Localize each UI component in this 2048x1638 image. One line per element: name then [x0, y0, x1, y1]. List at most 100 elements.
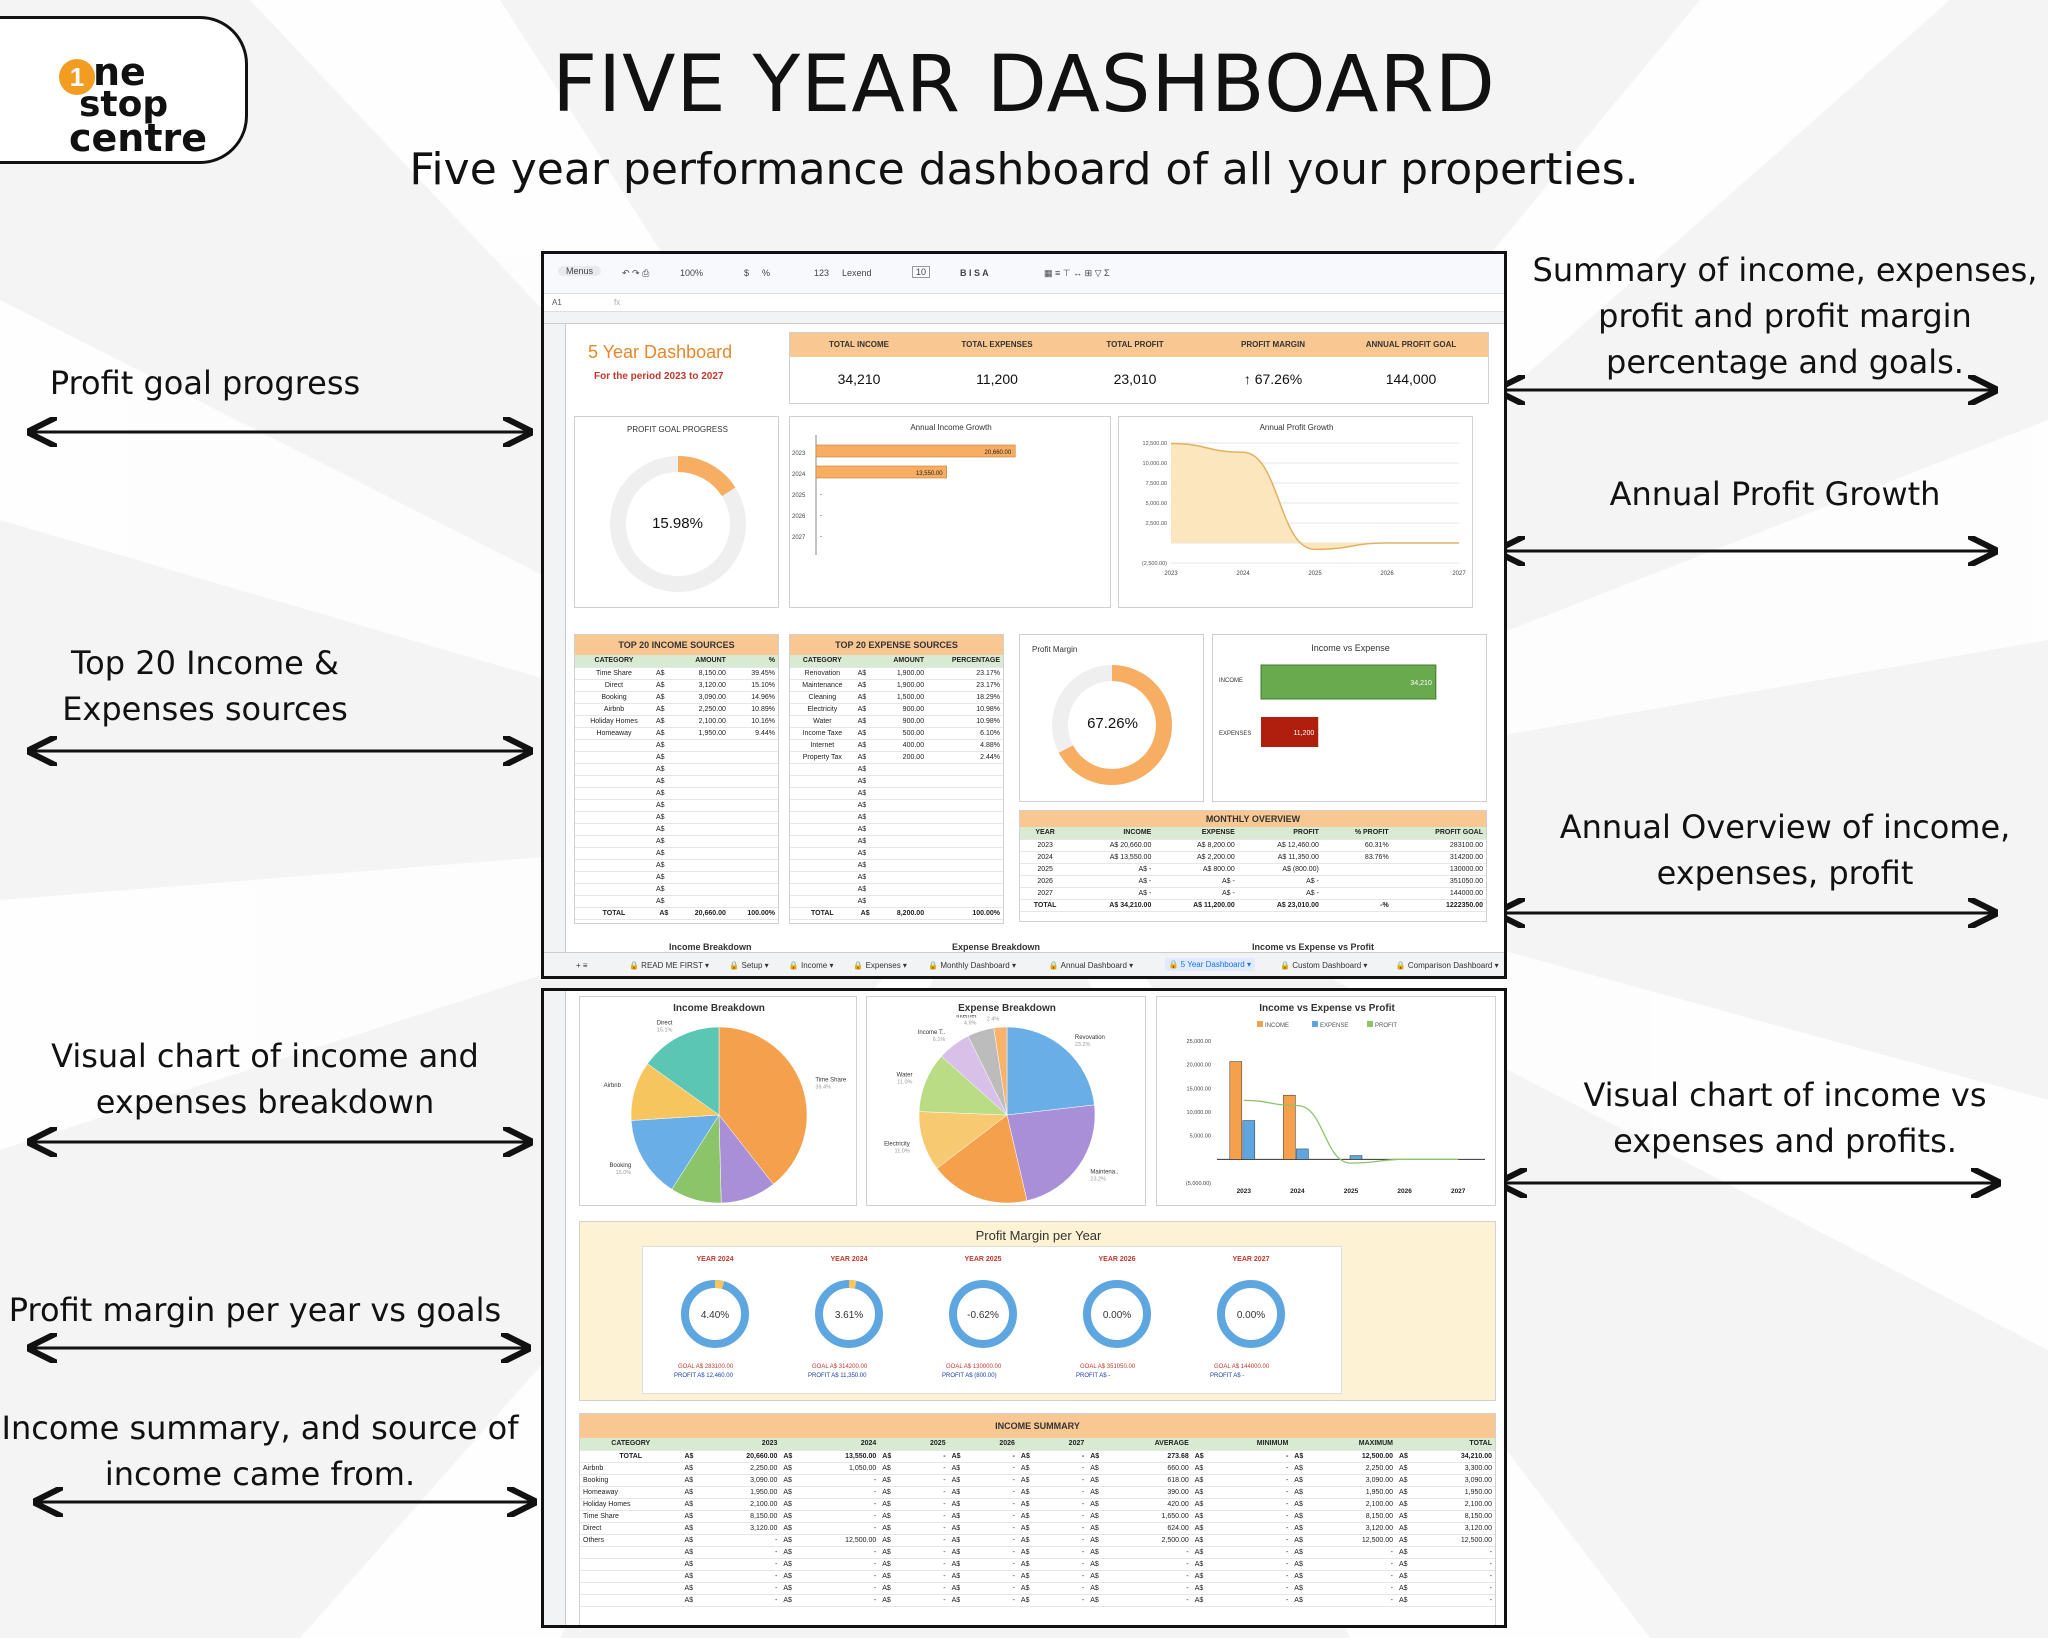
summary-cell: -	[907, 1450, 949, 1463]
summary-cell: -	[1046, 1462, 1088, 1475]
top-expense-cur: A$	[854, 823, 876, 836]
top-income-panel: TOP 20 INCOME SOURCES CATEGORY AMOUNT% Tim…	[574, 634, 779, 924]
percent-button[interactable]: %	[762, 268, 771, 278]
top-income-cur: A$	[652, 679, 675, 692]
top-income-empty	[575, 895, 653, 908]
zoom-select[interactable]: 100%	[680, 268, 704, 278]
expense-pie-panel: Expense Breakdown Revovation 23.2% Mainten…	[866, 996, 1146, 1206]
top-income-empty	[674, 895, 729, 908]
top-expense-amount: 1,900.00	[875, 679, 928, 692]
top-expense-empty	[875, 823, 928, 836]
sheet-tab[interactable]: 🔒 Expenses ▾	[853, 961, 907, 970]
sheet-tab[interactable]: 🔒 READ ME FIRST ▾	[629, 961, 710, 970]
summary-cur: A$	[1191, 1510, 1221, 1523]
summary-cur: A$	[780, 1450, 809, 1463]
add-sheet-icon[interactable]: + ≡	[576, 961, 588, 970]
top-expense-total-row: TOTAL A$ 8,200.00 100.00%	[790, 907, 1003, 920]
x-tick: 2027	[1451, 1188, 1466, 1195]
menus-search[interactable]: Menus	[558, 266, 602, 276]
sheet-tab[interactable]: 🔒 Monthly Dashboard ▾	[928, 961, 1016, 970]
summary-empty	[580, 1546, 682, 1559]
margin-track	[949, 1280, 1017, 1348]
top-expense-amount: 400.00	[875, 739, 928, 752]
summary-col-cur	[780, 1438, 809, 1451]
summary-cur: A$	[1291, 1570, 1320, 1583]
expense-pie-chart: Revovation23.2%Maintena..23.2%Cleaning18…	[884, 1015, 1119, 1204]
summary-cell: -	[1319, 1594, 1396, 1607]
summary-cell: -	[1046, 1546, 1088, 1559]
summary-cell: -	[1046, 1510, 1088, 1523]
sheet-tab[interactable]: 🔒 Annual Dashboard ▾	[1048, 961, 1134, 970]
format-button[interactable]: 123	[814, 268, 830, 278]
font-size-input[interactable]: 10	[912, 266, 931, 278]
profit-margin-title: Profit Margin	[1032, 645, 1078, 654]
summary-cell: -	[1319, 1582, 1396, 1595]
monthly-cell: A$ 34,210.00	[1070, 899, 1155, 912]
top-expense-empty-row: A$	[790, 847, 1003, 860]
sheet-tab[interactable]: 🔒 Custom Dashboard ▾	[1280, 961, 1368, 970]
slice-label: Water	[897, 1073, 913, 1079]
top-income-empty	[728, 883, 778, 896]
top-income-empty	[674, 823, 729, 836]
slice-label: Direct	[657, 1020, 673, 1026]
top-expense-empty	[875, 799, 928, 812]
monthly-cell: A$ 8,200.00	[1154, 839, 1238, 852]
font-select[interactable]: Lexend	[842, 268, 872, 278]
bold-icon[interactable]: B I S A	[960, 268, 989, 278]
top-expense-empty	[790, 835, 855, 848]
top-expense-cur: A$	[854, 667, 876, 680]
slice-pct: 4.9%	[964, 1021, 977, 1027]
summary-cur: A$	[780, 1510, 809, 1523]
top-expense-amount: 900.00	[875, 715, 928, 728]
summary-cell: -	[1424, 1582, 1495, 1595]
top-income-amount: 3,120.00	[674, 679, 729, 692]
top-expense-amount: 500.00	[875, 727, 928, 740]
note-margin-goals: Profit margin per year vs goals	[8, 1291, 502, 1329]
top-expense-empty	[790, 811, 855, 824]
summary-cell: 8,150.00	[1424, 1510, 1495, 1523]
format-icons[interactable]: ▦ ≡ ⊤ ↔ ⊞ ▽ Σ	[1044, 268, 1110, 278]
monthly-cell: 130000.00	[1391, 863, 1486, 876]
top-income-empty-row: A$	[575, 859, 778, 872]
top-income-empty	[575, 835, 653, 848]
summary-cell: 2,100.00	[709, 1498, 781, 1511]
top-income-empty	[674, 799, 729, 812]
slice-label: Electricity	[884, 1142, 910, 1148]
summary-cur: A$	[780, 1582, 809, 1595]
sheet-tab[interactable]: 🔒 Setup ▾	[729, 961, 769, 970]
y-tick: (2,500.00)	[1142, 561, 1167, 567]
slice-pct: 6.1%	[933, 1037, 946, 1043]
profit-growth-panel: Annual Profit Growth 12,500.00 10,000.00 7…	[1118, 416, 1473, 608]
monthly-row: 2026 A$ - A$ - A$ -351050.00	[1020, 875, 1486, 888]
summary-cur: A$	[1087, 1558, 1116, 1571]
top-income-row: Time Share A$ 8,150.00 39.45%	[575, 667, 778, 680]
summary-col: MAXIMUM	[1319, 1438, 1396, 1451]
top-income-table: CATEGORY AMOUNT% Time Share A$ 8,150.00 39.45…	[575, 655, 778, 920]
cell-ref[interactable]: A1	[552, 298, 562, 307]
sheet-tab[interactable]: 🔒 5 Year Dashboard ▾	[1164, 958, 1255, 971]
top-expense-total-cell: 100.00%	[927, 907, 1003, 920]
monthly-cell: A$ 23,010.00	[1237, 899, 1322, 912]
undo-icon[interactable]: ↶ ↷ ⎙	[622, 268, 650, 278]
summary-col-cur	[1087, 1438, 1116, 1451]
top-expense-cur: A$	[854, 811, 876, 824]
expense-bar	[1349, 1155, 1363, 1160]
profit-margin-value: 67.26%	[1087, 715, 1138, 732]
summary-cur: A$	[681, 1474, 710, 1487]
top-expense-empty	[875, 787, 928, 800]
goal-progress-title: PROFIT GOAL PROGRESS	[627, 425, 728, 434]
currency-button[interactable]: $	[744, 268, 750, 278]
top-expense-col-pct: PERCENTAGE	[927, 655, 1003, 668]
top-expense-empty	[790, 823, 855, 836]
y-tick: 12,500.00	[1143, 441, 1167, 447]
summary-row: Holiday Homes A$ 2,100.00 A$ - A$ - A$ - A$ - A$ 420…	[580, 1498, 1495, 1511]
margins-panel: Profit Margin per Year YEAR 2024 4.40% GOA…	[579, 1221, 1496, 1401]
sheet-tab[interactable]: 🔒 Comparison Dashboard ▾	[1395, 961, 1499, 970]
sheet-tab[interactable]: 🔒 Income ▾	[788, 961, 834, 970]
summary-empty-row: A$ - A$ - A$ - A$ - A$ - A$ - A$ - A$ - A$ -	[580, 1582, 1495, 1595]
margin-goal: GOAL A$ 130000.00	[946, 1364, 1002, 1370]
top-income-empty	[728, 799, 778, 812]
kpi-label: TOTAL INCOME	[829, 340, 889, 349]
top-income-cur: A$	[652, 751, 675, 764]
top-income-amount: 1,950.00	[674, 727, 729, 740]
